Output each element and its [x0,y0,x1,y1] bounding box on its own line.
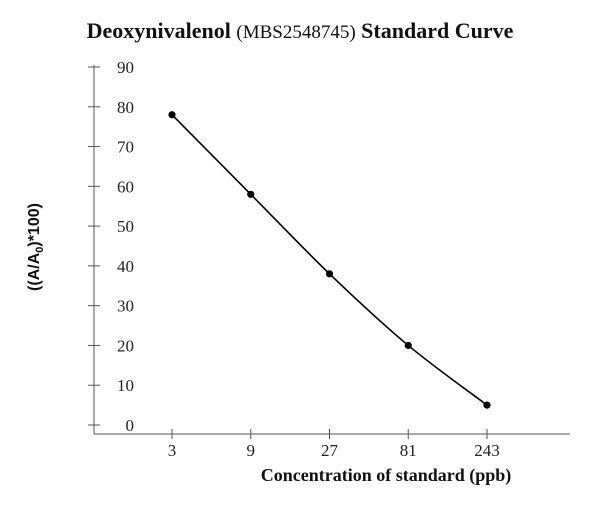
y-axis-label: ((A/A0)*100) [26,203,46,291]
y-tick-label: 70 [117,138,134,157]
x-tick-label: 3 [168,441,177,460]
y-tick-label: 50 [117,217,134,236]
y-tick-label: 10 [117,376,134,395]
chart-title-tail: Standard Curve [361,18,514,43]
x-tick-label: 243 [474,441,500,460]
x-tick-label: 81 [400,441,417,460]
y-tick-label: 20 [117,336,134,355]
y-ticks: 0 10 20 30 40 50 60 70 80 90 [88,58,134,435]
chart-title: Deoxynivalenol (MBS2548745) Standard Cur… [0,18,600,44]
x-tick-label: 27 [321,441,339,460]
y-axis-label-prefix: ((A/A [26,252,43,291]
data-point [168,111,176,119]
data-point [404,341,412,350]
chart-title-code: (MBS2548745) [236,22,356,43]
x-ticks: 3 9 27 81 243 [168,429,500,460]
chart-title-main: Deoxynivalenol [86,18,231,43]
x-tick-label: 9 [247,441,256,460]
y-tick-label: 40 [117,257,134,276]
data-points [168,111,491,409]
data-point [483,401,491,409]
y-axis-label-sub: 0 [34,247,46,253]
y-tick-label: 90 [117,58,134,77]
data-point [325,270,334,278]
data-point [247,190,255,198]
y-tick-label: 30 [117,297,134,316]
y-axis-label-suffix: )*100) [26,203,43,247]
x-axis-label: Concentration of standard (ppb) [261,465,512,486]
y-tick-label: 60 [117,177,134,196]
series-line [171,114,488,406]
y-tick-label: 80 [117,98,134,117]
y-tick-label: 0 [126,416,135,435]
